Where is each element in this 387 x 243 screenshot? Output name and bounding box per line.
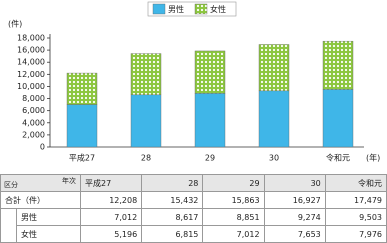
indent-cell: [0, 208, 17, 243]
value-cell: 9,503: [324, 208, 387, 226]
bar-segment: [194, 50, 226, 94]
value-cell: 15,432: [141, 191, 204, 209]
header-cell: 29: [202, 174, 265, 192]
bar-segment: [194, 93, 226, 148]
y-tick-label: 2,000: [22, 130, 45, 139]
value-cell: 9,274: [263, 208, 326, 226]
value-cell: 7,012: [79, 208, 143, 226]
row-label: 男性: [16, 208, 81, 226]
value-cell: 15,863: [202, 191, 265, 209]
x-tick-label: 令和元: [326, 153, 350, 163]
corner-cell: 年次区分: [0, 174, 81, 192]
header-cell: 30: [263, 174, 326, 192]
bar-segment: [258, 90, 290, 148]
row-label: 合計（件）: [0, 191, 81, 209]
y-tick-label: 0: [40, 143, 45, 152]
bar-segment: [322, 40, 354, 90]
value-cell: 16,927: [263, 191, 326, 209]
corner-bottom: 区分: [4, 181, 18, 189]
table-row: 女性 5,196 6,815 7,012 7,653 7,976: [1, 225, 387, 243]
y-tick-label: 16,000: [17, 46, 45, 55]
table-row: 男性 7,012 8,617 8,851 9,274 9,503: [0, 208, 387, 243]
y-unit: (件): [8, 19, 22, 29]
value-cell: 17,479: [324, 191, 387, 209]
legend-swatch: [152, 3, 166, 15]
bar-segment: [322, 89, 354, 148]
legend-label: 女性: [210, 4, 226, 14]
y-tick-label: 12,000: [17, 70, 45, 79]
legend-swatch: [194, 3, 208, 15]
bar-segment: [66, 72, 98, 105]
legend-label: 男性: [168, 4, 184, 14]
bar-segment: [66, 104, 98, 148]
y-tick-label: 18,000: [17, 34, 45, 43]
y-tick-label: 6,000: [22, 106, 45, 115]
x-tick-label: 30: [269, 154, 279, 163]
value-cell: 8,617: [141, 208, 204, 226]
header-cell: 平成27: [79, 174, 143, 192]
header-row: 年次 区分 平成27 28 29 30 令和元: [0, 174, 387, 192]
corner-top: 年次: [62, 177, 76, 185]
legend-box: [147, 1, 237, 17]
x-tick-label: 28: [141, 154, 151, 163]
y-tick-label: 14,000: [17, 58, 45, 67]
x-unit: (年): [366, 153, 380, 163]
header-cell: 令和元: [324, 174, 387, 192]
table-row: 合計（件） 12,208 15,432 15,863 16,927 17,479: [0, 191, 387, 209]
y-tick-label: 8,000: [22, 94, 45, 103]
value-cell: 8,851: [202, 208, 265, 226]
y-tick-label: 4,000: [22, 118, 45, 127]
chart: (件) (年) 0 2,000 4,000 6,000 8,000 10,000 12,00…: [8, 1, 380, 163]
bar-segment: [130, 53, 162, 96]
header-cell: 28: [141, 174, 204, 192]
data-table: 年次 区分 平成27 28 29 30 令和元 合計（件） 12,208 15,432 15,863…: [0, 174, 387, 243]
x-tick-label: 29: [205, 154, 215, 163]
y-tick-label: 10,000: [17, 82, 45, 91]
value-cell: 12,208: [79, 191, 143, 209]
bar-segment: [130, 94, 162, 148]
x-tick-label: 平成27: [69, 153, 95, 163]
bar-segment: [258, 44, 290, 92]
